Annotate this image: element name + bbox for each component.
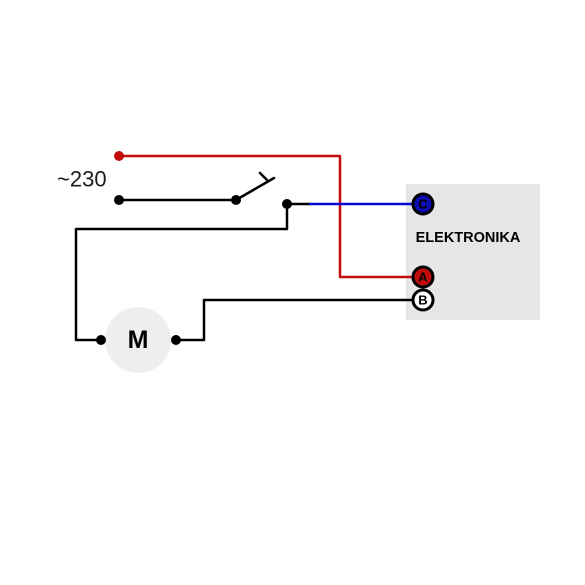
junction-node <box>114 151 124 161</box>
electronics-label: ELEKTRONIKA <box>416 230 521 246</box>
junction-node <box>171 335 181 345</box>
wire <box>76 204 287 340</box>
source-voltage-label: ~230 <box>57 167 107 192</box>
terminal-label-b: B <box>418 293 427 308</box>
switch-tick <box>260 173 268 181</box>
terminal-label-c: C <box>418 197 428 212</box>
wire <box>119 156 413 277</box>
junction-node <box>96 335 106 345</box>
junction-node <box>282 199 292 209</box>
junction-node <box>231 195 241 205</box>
wire <box>176 300 413 340</box>
terminal-label-a: A <box>418 270 428 285</box>
junction-node <box>114 195 124 205</box>
motor-label: M <box>128 326 149 354</box>
